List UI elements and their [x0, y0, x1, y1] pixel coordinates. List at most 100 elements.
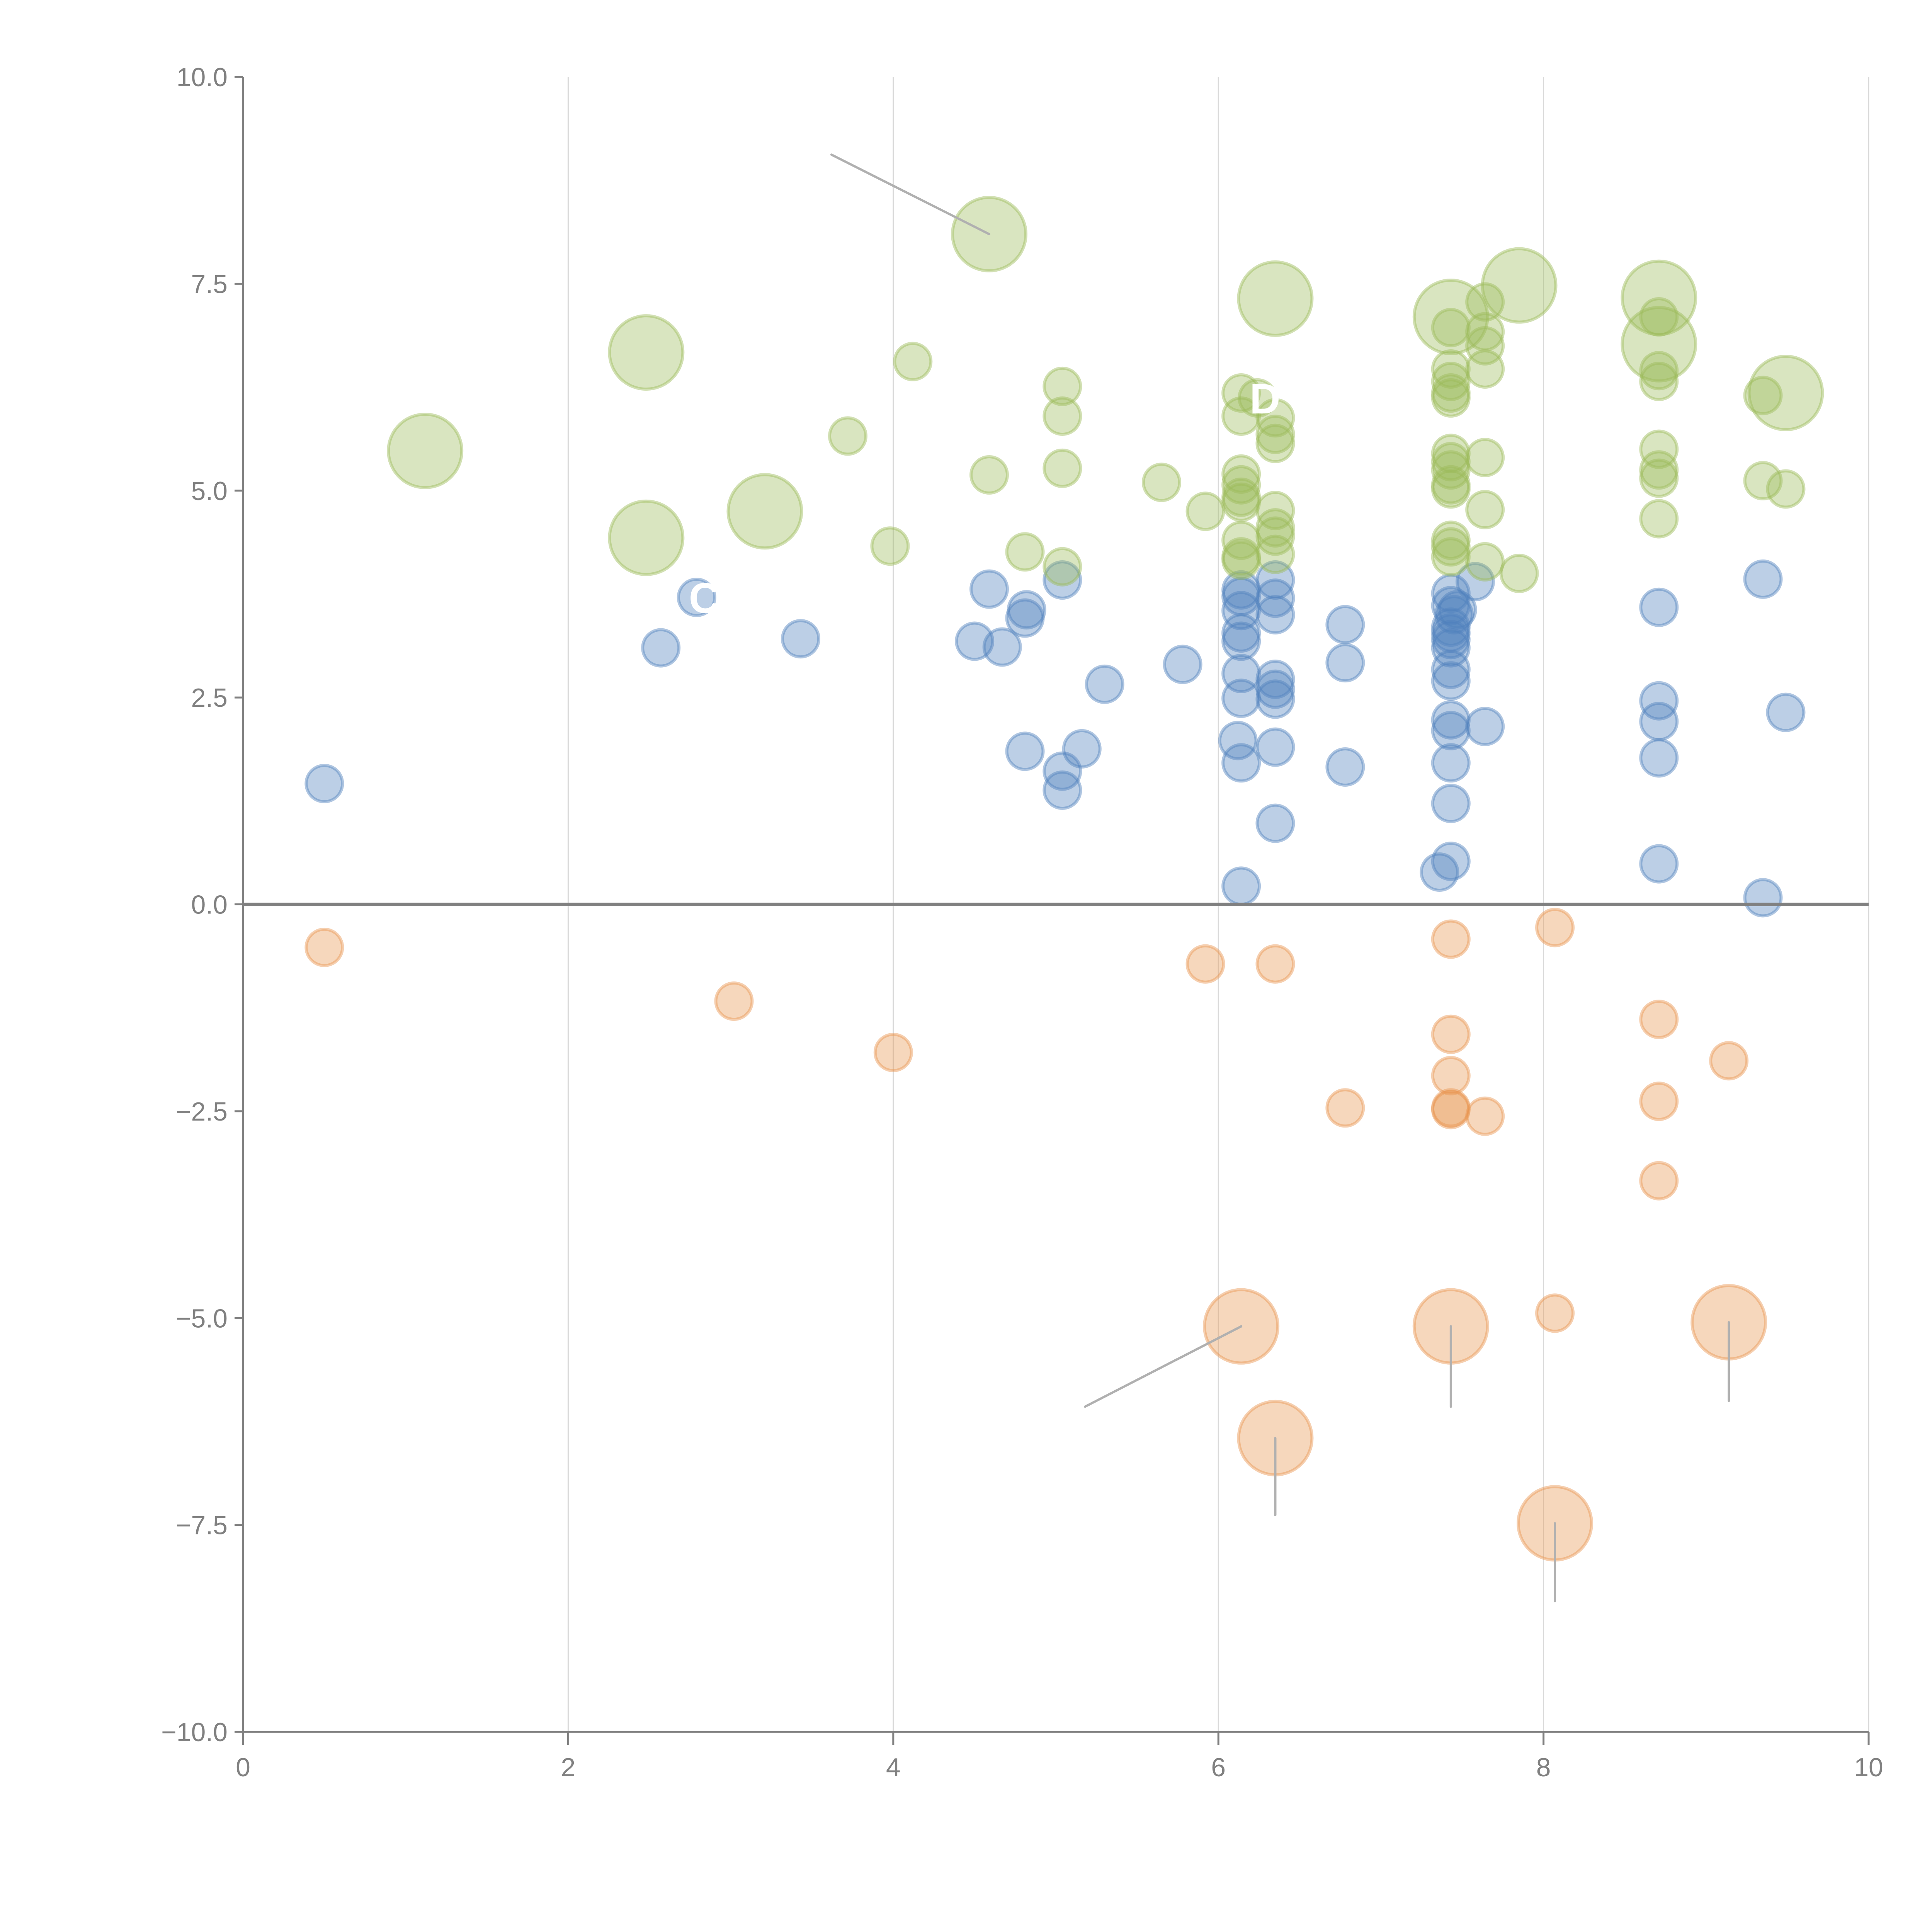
bubble-point[interactable] — [1639, 499, 1679, 539]
bubble-point[interactable] — [1221, 396, 1261, 436]
bubble-point[interactable] — [1766, 692, 1806, 732]
bubble-point[interactable] — [1420, 852, 1459, 892]
bubble-point[interactable] — [982, 627, 1022, 667]
bubble-point[interactable] — [1709, 1041, 1749, 1081]
bubble-point[interactable] — [1743, 559, 1783, 599]
bubble-point[interactable] — [1043, 366, 1082, 406]
bubble-point[interactable] — [304, 764, 344, 803]
bubble-point[interactable] — [1639, 681, 1679, 721]
bubble-point[interactable] — [1255, 398, 1295, 438]
bubble-point[interactable] — [1499, 553, 1539, 593]
bubble-point[interactable] — [1431, 650, 1471, 689]
bubble-point[interactable] — [781, 619, 821, 659]
bubble-point[interactable] — [1743, 878, 1783, 918]
bubble-point[interactable] — [1639, 702, 1679, 742]
bubble-point[interactable] — [1437, 590, 1477, 630]
bubble-point[interactable] — [1237, 260, 1314, 337]
bubble-point[interactable] — [1255, 944, 1295, 984]
bubble-point[interactable] — [1431, 378, 1471, 418]
bubble-point[interactable] — [1639, 297, 1679, 337]
bubble-point[interactable] — [1007, 590, 1046, 630]
bubble-point[interactable] — [1639, 738, 1679, 778]
bubble-point[interactable] — [1325, 747, 1365, 787]
bubble-point[interactable] — [1221, 743, 1261, 783]
bubble-point[interactable] — [1431, 661, 1471, 701]
bubble-point[interactable] — [1465, 707, 1505, 747]
bubble-point[interactable] — [1621, 306, 1697, 383]
bubble-point[interactable] — [1535, 1293, 1575, 1333]
bubble-point[interactable] — [1062, 729, 1102, 769]
bubble-point[interactable] — [1141, 463, 1181, 502]
bubble-point[interactable] — [1255, 803, 1295, 843]
bubble-point[interactable] — [1431, 919, 1471, 959]
bubble-point[interactable] — [1465, 490, 1505, 530]
bubble-point[interactable] — [1221, 621, 1261, 661]
bubble-point[interactable] — [1255, 516, 1295, 556]
bubble-point[interactable] — [1255, 578, 1295, 618]
bubble-point[interactable] — [1431, 613, 1471, 653]
bubble-point[interactable] — [1221, 537, 1261, 577]
bubble-point[interactable] — [714, 981, 754, 1021]
bubble-point[interactable] — [969, 569, 1009, 609]
bubble-point[interactable] — [1255, 669, 1295, 709]
bubble-point[interactable] — [304, 927, 344, 967]
bubble-point[interactable] — [1639, 1082, 1679, 1121]
bubble-point[interactable] — [1431, 607, 1471, 647]
bubble-point[interactable] — [1747, 355, 1824, 432]
bubble-point[interactable] — [1255, 595, 1295, 634]
bubble-point[interactable] — [1431, 1090, 1471, 1129]
bubble-point[interactable] — [955, 621, 995, 661]
bubble-point[interactable] — [1221, 591, 1261, 631]
bubble-point[interactable] — [1431, 434, 1471, 473]
bubble-point[interactable] — [1412, 279, 1489, 355]
bubble-point[interactable] — [1434, 595, 1474, 634]
bubble-point[interactable] — [1085, 664, 1124, 704]
bubble-point[interactable] — [1221, 454, 1261, 494]
bubble-point[interactable] — [1431, 465, 1471, 505]
bubble-point[interactable] — [1431, 620, 1471, 660]
bubble-point[interactable] — [1255, 491, 1295, 531]
bubble-point[interactable] — [1465, 349, 1505, 389]
bubble-point[interactable] — [1325, 1088, 1365, 1128]
bubble-point[interactable] — [1431, 784, 1471, 823]
bubble-point[interactable] — [1043, 770, 1082, 810]
bubble-point[interactable] — [1465, 326, 1505, 366]
bubble-point[interactable] — [1325, 643, 1365, 683]
bubble-point[interactable] — [828, 416, 868, 456]
bubble-point[interactable] — [1005, 598, 1045, 638]
bubble-point[interactable] — [608, 499, 685, 576]
bubble-point[interactable] — [1221, 540, 1261, 580]
bubble-point[interactable] — [1043, 751, 1082, 791]
bubble-point[interactable] — [1465, 312, 1505, 352]
bubble-point[interactable] — [1431, 586, 1471, 626]
bubble-point[interactable] — [1465, 438, 1505, 478]
bubble-point[interactable] — [1221, 477, 1261, 517]
bubble-point[interactable] — [677, 578, 716, 617]
bubble-point[interactable] — [1218, 721, 1258, 760]
bubble-point[interactable] — [1465, 1096, 1505, 1136]
bubble-point[interactable] — [1639, 1161, 1679, 1201]
bubble-point[interactable] — [1325, 605, 1365, 645]
bubble-point[interactable] — [1221, 482, 1261, 522]
bubble-point[interactable] — [1431, 573, 1471, 613]
bubble-point[interactable] — [726, 473, 803, 550]
bubble-point[interactable] — [1163, 645, 1202, 684]
bubble-point[interactable] — [1221, 373, 1261, 413]
bubble-point[interactable] — [1185, 944, 1225, 984]
bubble-point[interactable] — [1221, 613, 1261, 653]
bubble-point[interactable] — [1431, 450, 1471, 490]
bubble-point[interactable] — [1465, 542, 1505, 582]
bubble-point[interactable] — [1465, 282, 1505, 322]
bubble-point[interactable] — [1043, 547, 1082, 587]
bubble-point[interactable] — [1431, 711, 1471, 750]
bubble-point[interactable] — [1221, 465, 1261, 505]
bubble-point[interactable] — [1185, 492, 1225, 531]
bubble-point[interactable] — [1535, 908, 1575, 947]
bubble-point[interactable] — [1431, 308, 1471, 347]
bubble-point[interactable] — [1639, 351, 1679, 391]
bubble-point[interactable] — [1639, 458, 1679, 498]
bubble-point[interactable] — [1221, 866, 1261, 906]
bubble-point[interactable] — [1255, 660, 1295, 699]
bubble-point[interactable] — [608, 314, 685, 391]
bubble-point[interactable] — [1431, 1014, 1471, 1054]
